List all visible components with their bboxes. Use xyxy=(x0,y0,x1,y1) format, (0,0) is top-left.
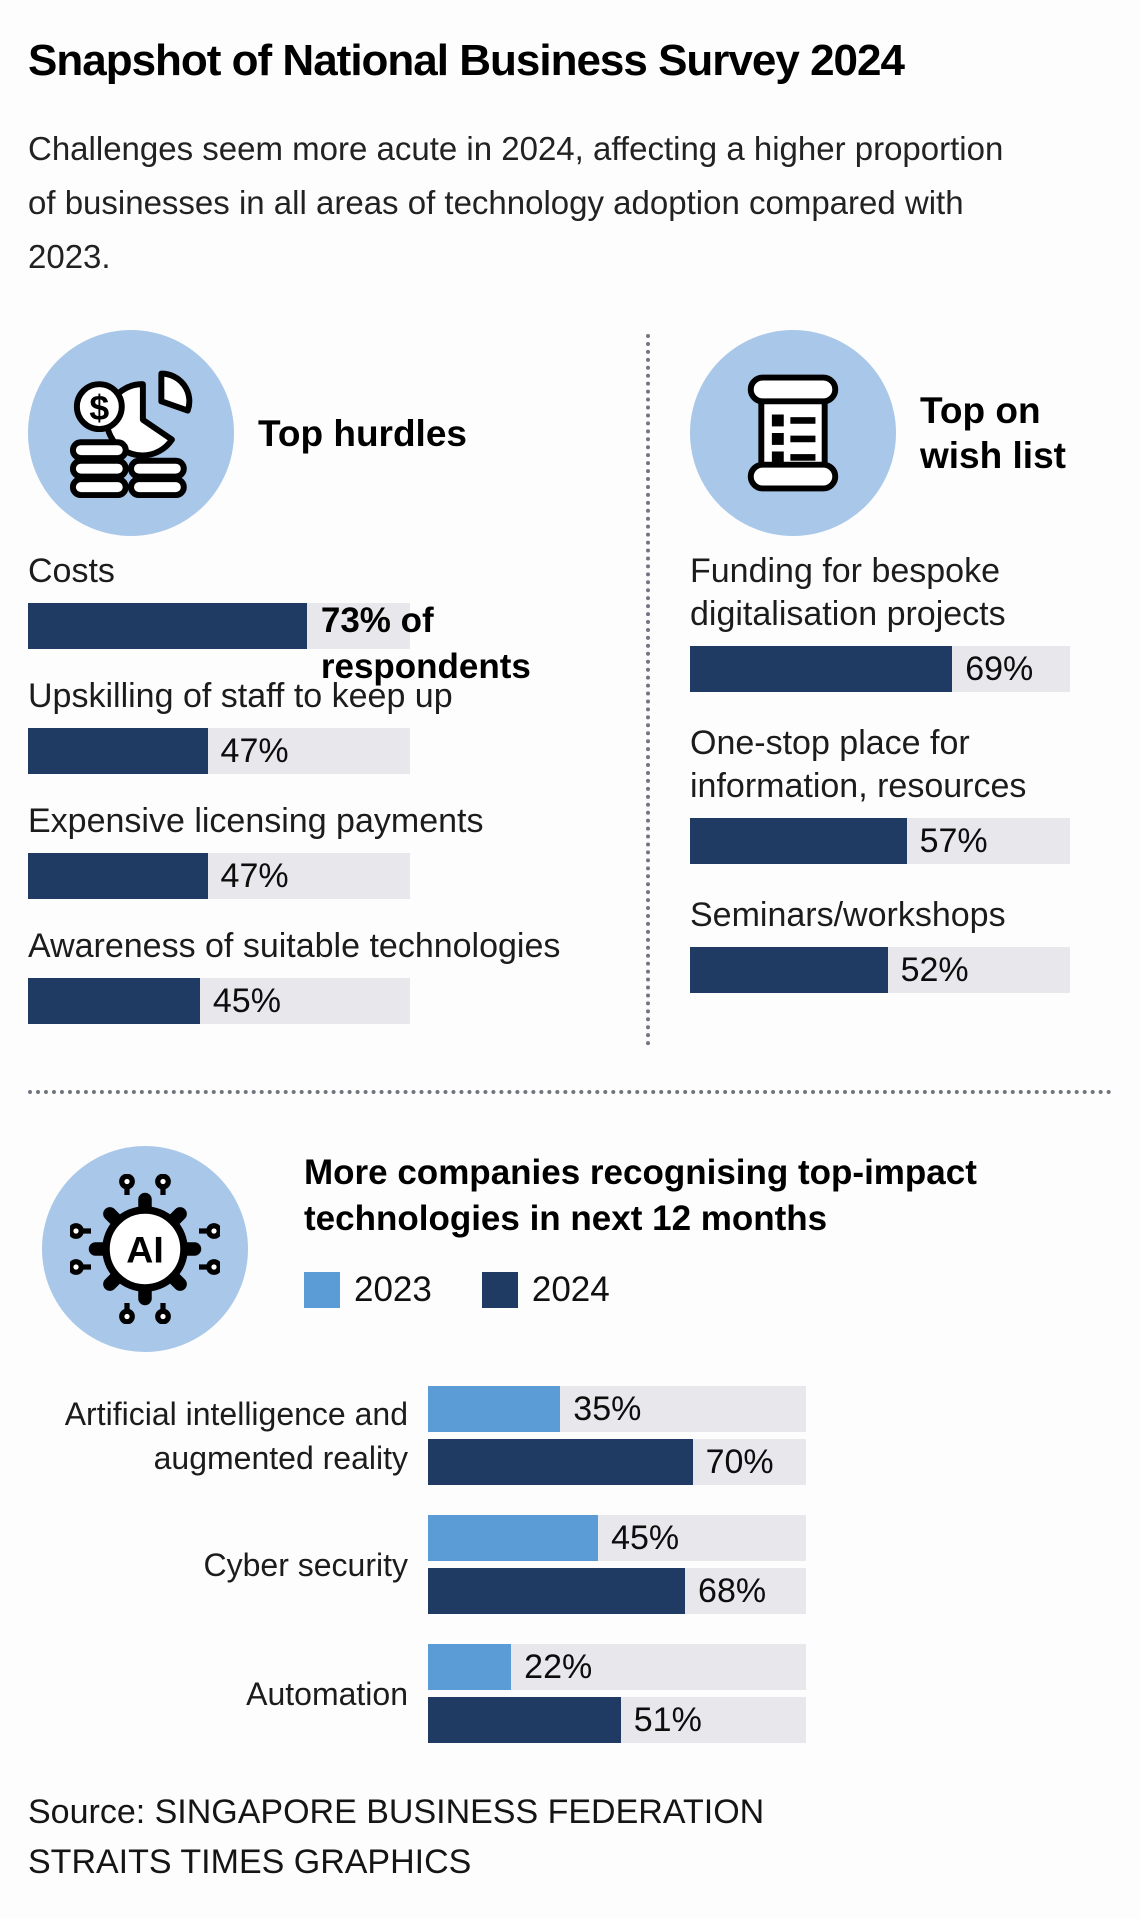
bar-label: Upskilling of staff to keep up xyxy=(28,677,453,715)
group-bars: 35% 70% xyxy=(428,1386,806,1485)
bar-fill-2023 xyxy=(428,1386,561,1432)
bar-fill-2024 xyxy=(690,947,888,993)
tech-heading: More companies recognising top-impact te… xyxy=(304,1153,977,1238)
bar-fill-2024 xyxy=(28,603,307,649)
bar-fill-2024 xyxy=(690,646,953,692)
bar-fill-2023 xyxy=(428,1515,599,1561)
bar-label: Funding for bespoke digitalisation proje… xyxy=(690,552,1006,633)
bar-label: Awareness of suitable technologies xyxy=(28,927,561,965)
bar-value-label: 45% xyxy=(611,1518,680,1557)
money-pie-icon: $ xyxy=(28,330,234,536)
top-section: $ Top hurdles Costs 73% of respondents U… xyxy=(28,330,1112,1050)
tech-section-header: AI More companies recognising top-impact… xyxy=(28,1146,1112,1352)
tech-group-cyber: Cyber security 45% 68% xyxy=(28,1515,1112,1614)
bar-fill-2024 xyxy=(28,728,208,774)
bar-track-2024: 68% xyxy=(428,1568,806,1614)
bar-track-2023: 22% xyxy=(428,1644,806,1690)
bar-track: 73% of respondents xyxy=(28,601,531,686)
tech-group-ai: Artificial intelligence and augmented re… xyxy=(28,1386,1112,1485)
hurdles-bars: Costs 73% of respondents Upskilling of s… xyxy=(28,550,640,1024)
bar-value-label: 73% of respondents xyxy=(320,601,531,686)
bar-row-awareness: Awareness of suitable technologies 45% xyxy=(28,925,640,1024)
bar-row-costs: Costs 73% of respondents xyxy=(28,550,640,686)
tech-group-automation: Automation 22% 51% xyxy=(28,1644,1112,1743)
bar-track: 57% xyxy=(690,818,1070,864)
bar-row-funding: Funding for bespoke digitalisation proje… xyxy=(690,550,1115,692)
bar-value-label: 35% xyxy=(573,1389,642,1428)
bar-track-2023: 45% xyxy=(428,1515,806,1561)
bar-row-seminars: Seminars/workshops 52% xyxy=(690,894,1115,993)
wishlist-bars: Funding for bespoke digitalisation proje… xyxy=(690,550,1115,993)
bar-value-label: 51% xyxy=(633,1700,702,1739)
group-label: Artificial intelligence and augmented re… xyxy=(64,1395,408,1476)
svg-text:$: $ xyxy=(89,388,109,428)
bar-value-label: 69% xyxy=(965,649,1034,688)
bar-value-label: 47% xyxy=(220,856,289,895)
vertical-dotted-divider xyxy=(646,334,650,1046)
wishlist-heading: Top on wish list xyxy=(920,390,1066,476)
bar-track: 52% xyxy=(690,947,1070,993)
tech-bars: Artificial intelligence and augmented re… xyxy=(28,1386,1112,1743)
svg-text:AI: AI xyxy=(126,1229,164,1271)
legend: 2023 2024 xyxy=(304,1270,1034,1310)
legend-swatch-2023 xyxy=(304,1272,340,1308)
bar-fill-2024 xyxy=(428,1439,693,1485)
bar-track-2023: 35% xyxy=(428,1386,806,1432)
bar-fill-2024 xyxy=(428,1697,621,1743)
subtitle: Challenges seem more acute in 2024, affe… xyxy=(28,130,1004,275)
source-line-2: STRAITS TIMES GRAPHICS xyxy=(28,1843,472,1881)
group-bars: 45% 68% xyxy=(428,1515,806,1614)
bar-row-upskilling: Upskilling of staff to keep up 47% xyxy=(28,675,640,774)
hurdles-header: $ Top hurdles xyxy=(28,330,640,536)
bar-track: 45% xyxy=(28,978,410,1024)
scroll-checklist-icon xyxy=(690,330,896,536)
bar-track: 47% xyxy=(28,853,410,899)
bar-fill-2024 xyxy=(690,818,907,864)
legend-label-2023: 2023 xyxy=(354,1270,432,1309)
bar-track: 69% xyxy=(690,646,1070,692)
hurdles-heading: Top hurdles xyxy=(258,412,467,454)
bar-label: One-stop place for information, resource… xyxy=(690,724,1027,805)
bar-fill-2024 xyxy=(28,853,208,899)
wishlist-panel: Top on wish list Funding for bespoke dig… xyxy=(650,330,1115,1050)
bar-value-label: 52% xyxy=(900,950,969,989)
bar-value-label: 68% xyxy=(698,1571,767,1610)
bar-row-licensing: Expensive licensing payments 47% xyxy=(28,800,640,899)
legend-label-2024: 2024 xyxy=(531,1270,610,1309)
group-label: Cyber security xyxy=(203,1546,409,1583)
horizontal-dotted-divider xyxy=(28,1090,1112,1094)
bar-label: Costs xyxy=(28,552,115,590)
ai-gear-icon: AI xyxy=(42,1146,248,1352)
bar-value-label: 57% xyxy=(919,821,988,860)
wishlist-header: Top on wish list xyxy=(690,330,1115,536)
tech-header-text: More companies recognising top-impact te… xyxy=(304,1146,1034,1352)
bar-value-label: 47% xyxy=(220,731,289,770)
bar-value-label: 70% xyxy=(705,1442,774,1481)
bar-track: 47% xyxy=(28,728,410,774)
bar-label: Seminars/workshops xyxy=(690,896,1006,934)
bar-label: Expensive licensing payments xyxy=(28,802,484,840)
source: Source: SINGAPORE BUSINESS FEDERATION ST… xyxy=(28,1787,1112,1887)
bar-value-label: 45% xyxy=(212,981,281,1020)
bar-fill-2024 xyxy=(28,978,200,1024)
bar-row-onestop: One-stop place for information, resource… xyxy=(690,722,1115,864)
bar-track-2024: 51% xyxy=(428,1697,806,1743)
legend-swatch-2024 xyxy=(481,1272,518,1308)
bar-fill-2024 xyxy=(428,1568,686,1614)
group-bars: 22% 51% xyxy=(428,1644,806,1743)
source-line-1: Source: SINGAPORE BUSINESS FEDERATION xyxy=(28,1793,765,1831)
page-title: Snapshot of National Business Survey 202… xyxy=(28,36,905,85)
bar-track-2024: 70% xyxy=(428,1439,806,1485)
bar-fill-2023 xyxy=(428,1644,512,1690)
group-label: Automation xyxy=(246,1675,408,1712)
bar-value-label: 22% xyxy=(524,1647,593,1686)
top-hurdles-panel: $ Top hurdles Costs 73% of respondents U… xyxy=(28,330,640,1050)
